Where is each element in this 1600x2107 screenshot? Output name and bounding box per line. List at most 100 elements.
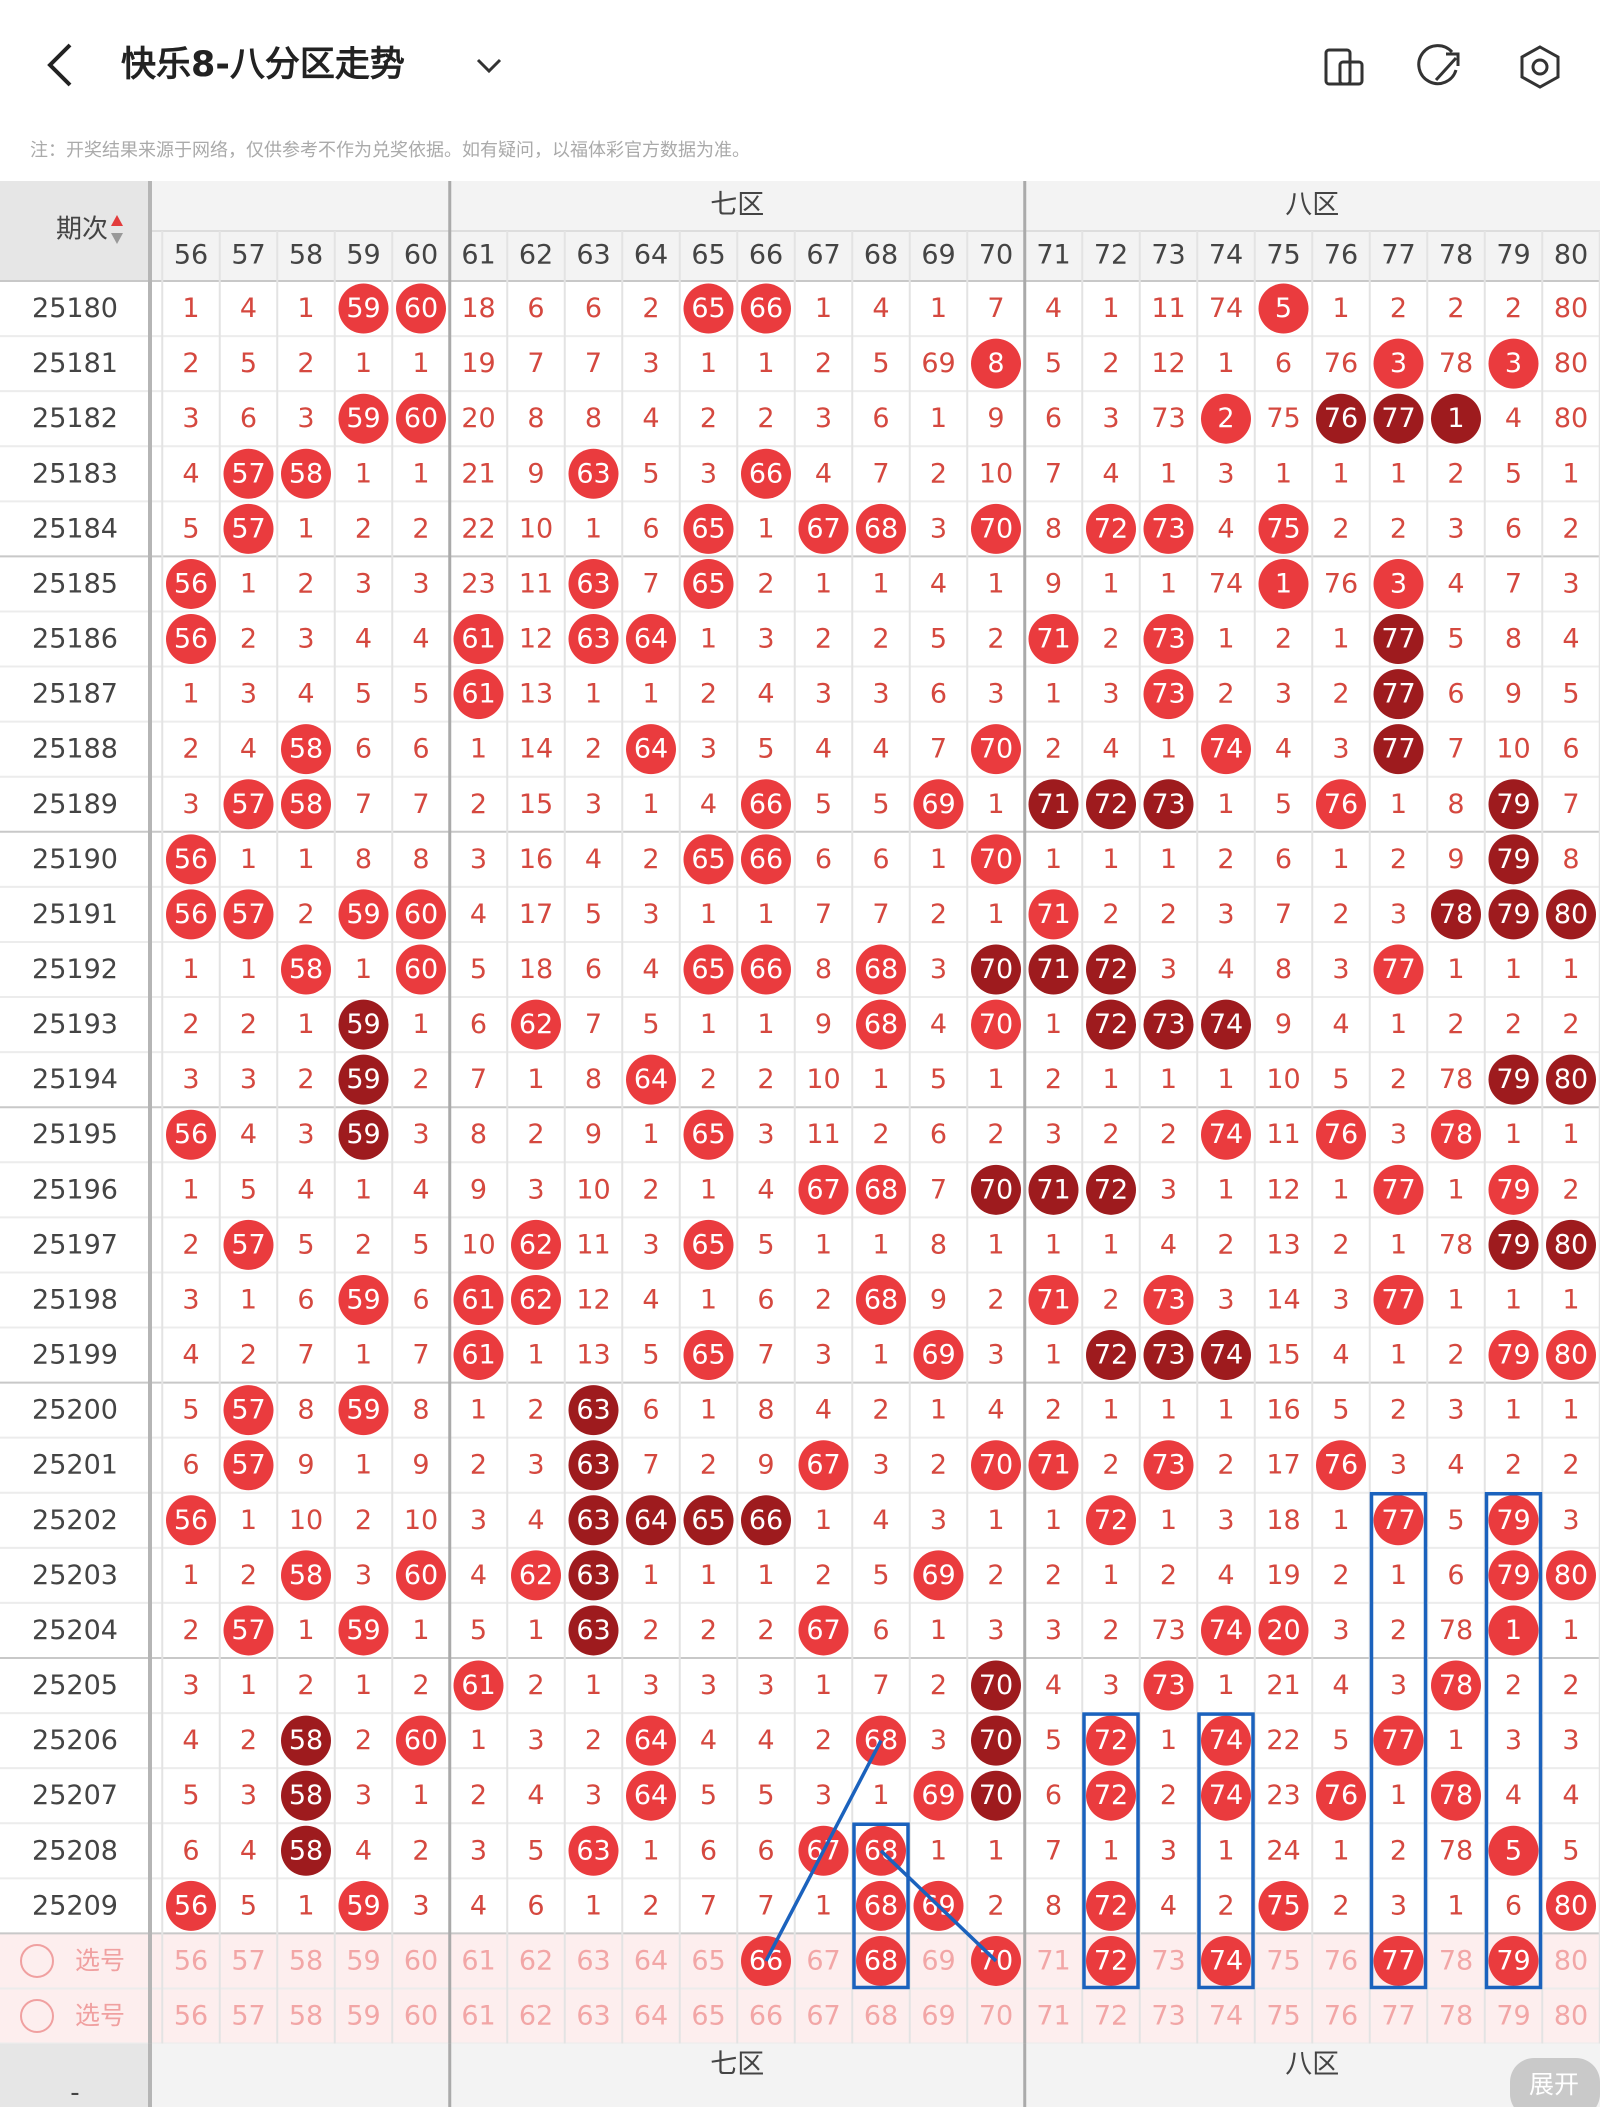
cell-number: 1 bbox=[297, 844, 314, 875]
cell-number: 5 bbox=[642, 1340, 659, 1371]
ball-number: 60 bbox=[404, 954, 438, 985]
ball-number: 70 bbox=[979, 1009, 1013, 1040]
ball-number: 71 bbox=[1036, 1284, 1070, 1315]
cell-number: 3 bbox=[1332, 734, 1349, 765]
cell-number: 4 bbox=[470, 1560, 487, 1591]
ball bbox=[338, 393, 389, 444]
ball bbox=[1546, 1550, 1596, 1601]
cell-number: 1 bbox=[1217, 1174, 1234, 1205]
cell-number: 3 bbox=[1390, 1890, 1407, 1921]
cell-number: 4 bbox=[412, 624, 429, 655]
ball-number: 56 bbox=[174, 1505, 208, 1536]
cell-number: 78 bbox=[1439, 2001, 1473, 2032]
ball-number: 56 bbox=[174, 624, 208, 655]
select-radio[interactable] bbox=[20, 1943, 54, 1978]
expand-button[interactable] bbox=[1510, 2058, 1600, 2107]
cell-number: 1 bbox=[757, 1009, 774, 1040]
back-button[interactable] bbox=[47, 43, 72, 87]
cell-number: 3 bbox=[1390, 1119, 1407, 1150]
cell-number: 7 bbox=[872, 1670, 889, 1701]
cell-number: 73 bbox=[1151, 403, 1185, 434]
cell-number: 2 bbox=[182, 348, 199, 379]
ball-number: 56 bbox=[174, 568, 208, 599]
ball-number: 61 bbox=[461, 1284, 495, 1315]
cell-number: 1 bbox=[1045, 1229, 1062, 1260]
ball-number: 63 bbox=[576, 1395, 610, 1426]
ball bbox=[1488, 1935, 1539, 1986]
ball-number: 77 bbox=[1381, 1725, 1415, 1756]
cell-number: 1 bbox=[470, 734, 487, 765]
cell-number: 15 bbox=[1266, 1340, 1300, 1371]
cell-number: 8 bbox=[930, 1229, 947, 1260]
cell-number: 3 bbox=[1217, 1505, 1234, 1536]
cell-number: 2 bbox=[987, 1284, 1004, 1315]
ball bbox=[971, 1770, 1021, 1821]
ball-number: 80 bbox=[1554, 1064, 1588, 1095]
cell-number: 3 bbox=[700, 1670, 717, 1701]
annotation-box bbox=[852, 1822, 910, 1990]
ball bbox=[1316, 779, 1366, 830]
ball-number: 1 bbox=[1505, 1615, 1522, 1646]
ball-number: 74 bbox=[1209, 1615, 1243, 1646]
cell-number: 4 bbox=[1217, 513, 1234, 544]
cell-number: 1 bbox=[412, 1780, 429, 1811]
cell-number: 2 bbox=[1045, 1064, 1062, 1095]
cell-number: 3 bbox=[930, 1725, 947, 1756]
cell-number: 76 bbox=[1324, 1945, 1358, 1976]
cell-number: 6 bbox=[872, 1615, 889, 1646]
cell-number: 9 bbox=[757, 1450, 774, 1481]
cell-number: 1 bbox=[872, 1340, 889, 1371]
cell-number: 1 bbox=[930, 1395, 947, 1426]
cell-number: 5 bbox=[1332, 1395, 1349, 1426]
cell-number: 1 bbox=[1390, 1229, 1407, 1260]
cell-number: 2 bbox=[872, 624, 889, 655]
ball bbox=[511, 999, 561, 1050]
cell-number: 2 bbox=[240, 1560, 257, 1591]
ball-number: 68 bbox=[864, 1890, 898, 1921]
cell-number: 2 bbox=[815, 624, 832, 655]
ball bbox=[1373, 1715, 1424, 1766]
period: 25202 bbox=[32, 1505, 118, 1536]
ball bbox=[1488, 1164, 1539, 1215]
cell-number: 3 bbox=[1160, 1174, 1177, 1205]
select-radio[interactable] bbox=[20, 1999, 54, 2034]
cell-number: 2 bbox=[1160, 899, 1177, 930]
ball-number: 74 bbox=[1209, 734, 1243, 765]
cell-number: 3 bbox=[585, 789, 602, 820]
settings-icon[interactable] bbox=[1520, 45, 1560, 89]
cell-number: 2 bbox=[1332, 513, 1349, 544]
cell-number: 3 bbox=[1102, 403, 1119, 434]
ball-number: 69 bbox=[921, 789, 955, 820]
cell-number: 3 bbox=[642, 1229, 659, 1260]
cell-number: 3 bbox=[815, 1340, 832, 1371]
ball-number: 8 bbox=[987, 348, 1004, 379]
cell-number: 1 bbox=[1160, 734, 1177, 765]
cell-number: 8 bbox=[355, 844, 372, 875]
cell-number: 1 bbox=[700, 1284, 717, 1315]
cell-number: 10 bbox=[1496, 734, 1530, 765]
title-dropdown[interactable] bbox=[476, 58, 502, 74]
share-icon[interactable] bbox=[1417, 44, 1460, 86]
cell-number: 1 bbox=[1102, 1560, 1119, 1591]
cell-number: 1 bbox=[585, 679, 602, 710]
period: 25182 bbox=[32, 403, 118, 434]
cell-number: 2 bbox=[1045, 1560, 1062, 1591]
ball-number: 62 bbox=[519, 1284, 553, 1315]
layout-icon[interactable] bbox=[1324, 48, 1364, 86]
ball-number: 67 bbox=[806, 513, 840, 544]
cell-number: 2 bbox=[700, 403, 717, 434]
cell-number: 2 bbox=[1217, 1450, 1234, 1481]
cell-number: 4 bbox=[1332, 1340, 1349, 1371]
ball-number: 64 bbox=[634, 1505, 668, 1536]
cell-number: 4 bbox=[815, 1395, 832, 1426]
cell-number: 77 bbox=[1381, 2001, 1415, 2032]
cell-number: 1 bbox=[182, 954, 199, 985]
period: 25192 bbox=[32, 954, 118, 985]
cell-number: 1 bbox=[585, 513, 602, 544]
cell-number: 1 bbox=[1390, 1560, 1407, 1591]
cell-number: 1 bbox=[355, 1670, 372, 1701]
cell-number: 3 bbox=[182, 1670, 199, 1701]
ball bbox=[1316, 1109, 1366, 1160]
cell-number: 2 bbox=[930, 1450, 947, 1481]
cell-number: 80 bbox=[1554, 2001, 1588, 2032]
